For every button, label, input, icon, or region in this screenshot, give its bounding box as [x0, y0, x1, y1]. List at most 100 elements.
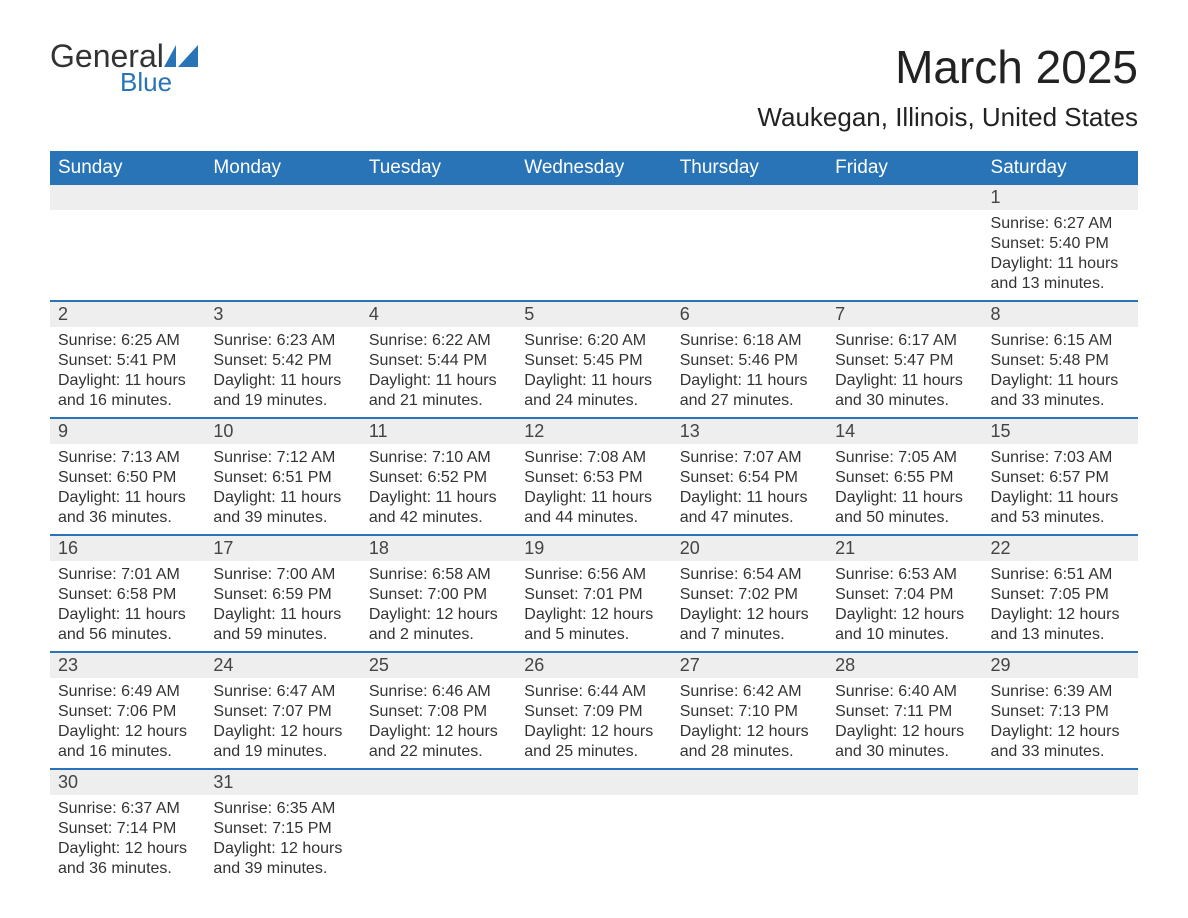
day-detail-line: Sunrise: 6:53 AM [835, 565, 974, 585]
day-number-cell: 6 [672, 301, 827, 327]
day-number-cell: 16 [50, 535, 205, 561]
day-header-row: Sunday Monday Tuesday Wednesday Thursday… [50, 151, 1138, 185]
day-detail-line: Sunset: 7:15 PM [213, 819, 352, 839]
day-header: Tuesday [361, 151, 516, 185]
day-detail-line: Sunrise: 6:54 AM [680, 565, 819, 585]
day-detail-cell: Sunrise: 7:10 AMSunset: 6:52 PMDaylight:… [361, 444, 516, 535]
day-number-cell [827, 185, 982, 210]
day-detail-line: Sunrise: 6:44 AM [524, 682, 663, 702]
week-detail-row: Sunrise: 7:13 AMSunset: 6:50 PM Daylight:… [50, 444, 1138, 535]
day-number-cell [672, 769, 827, 795]
day-detail-cell: Sunrise: 6:53 AMSunset: 7:04 PMDaylight:… [827, 561, 982, 652]
day-detail-line: Daylight: 11 hours [835, 488, 974, 508]
day-number-cell [361, 185, 516, 210]
day-detail-line: Sunrise: 6:46 AM [369, 682, 508, 702]
week-detail-row: Sunrise: 7:01 AMSunset: 6:58 PMDaylight:… [50, 561, 1138, 652]
day-detail-cell: Sunrise: 6:46 AMSunset: 7:08 PMDaylight:… [361, 678, 516, 769]
day-detail-line: Sunrise: 6:56 AM [524, 565, 663, 585]
day-detail-line: Daylight: 12 hours [369, 605, 508, 625]
day-detail-line: Sunrise: 6:47 AM [213, 682, 352, 702]
day-header: Thursday [672, 151, 827, 185]
week-daynum-row: 1 [50, 185, 1138, 210]
day-detail-line: Sunset: 5:42 PM [213, 351, 352, 371]
day-detail-line: and 16 minutes. [58, 391, 197, 411]
day-detail-line: Sunset: 5:40 PM [991, 234, 1130, 254]
day-detail-line: Sunrise: 6:25 AM [58, 331, 197, 351]
day-number-cell: 1 [983, 185, 1138, 210]
day-number-cell: 29 [983, 652, 1138, 678]
day-detail-line: Daylight: 11 hours [680, 371, 819, 391]
day-detail-cell: Sunrise: 6:47 AMSunset: 7:07 PMDaylight:… [205, 678, 360, 769]
day-number-cell: 3 [205, 301, 360, 327]
day-detail-line: Sunset: 5:41 PM [58, 351, 197, 371]
day-number-cell [205, 185, 360, 210]
day-detail-line: Sunset: 7:04 PM [835, 585, 974, 605]
day-detail-line: Sunrise: 7:00 AM [213, 565, 352, 585]
day-detail-line: and 56 minutes. [58, 625, 197, 645]
day-detail-line: Sunrise: 6:23 AM [213, 331, 352, 351]
day-detail-line: and 59 minutes. [213, 625, 352, 645]
day-detail-line: Sunrise: 6:15 AM [991, 331, 1130, 351]
day-detail-cell: Sunrise: 6:22 AMSunset: 5:44 PMDaylight:… [361, 327, 516, 418]
day-number-cell: 26 [516, 652, 671, 678]
day-detail-line: Daylight: 11 hours [213, 488, 352, 508]
day-detail-line: Sunrise: 6:35 AM [213, 799, 352, 819]
day-detail-line: Daylight: 11 hours [524, 488, 663, 508]
day-detail-line: Sunrise: 6:20 AM [524, 331, 663, 351]
day-detail-line: Sunset: 7:06 PM [58, 702, 197, 722]
page-header: General Blue March 2025 Waukegan, Illino… [50, 40, 1138, 133]
day-detail-line: and 53 minutes. [991, 508, 1130, 528]
day-detail-line: and 21 minutes. [369, 391, 508, 411]
calendar-table: Sunday Monday Tuesday Wednesday Thursday… [50, 151, 1138, 885]
day-detail-line: Sunset: 7:02 PM [680, 585, 819, 605]
day-detail-cell: Sunrise: 6:18 AMSunset: 5:46 PMDaylight:… [672, 327, 827, 418]
day-detail-line: Sunset: 6:50 PM [58, 468, 197, 488]
day-detail-line: Sunset: 6:57 PM [991, 468, 1130, 488]
day-detail-line: Daylight: 12 hours [213, 839, 352, 859]
day-detail-cell: Sunrise: 7:12 AMSunset: 6:51 PMDaylight:… [205, 444, 360, 535]
day-detail-line: Sunset: 7:08 PM [369, 702, 508, 722]
day-detail-line: and 33 minutes. [991, 391, 1130, 411]
day-detail-line: Sunset: 5:47 PM [835, 351, 974, 371]
day-detail-line: and 30 minutes. [835, 391, 974, 411]
day-detail-line: Daylight: 12 hours [369, 722, 508, 742]
day-detail-cell: Sunrise: 6:54 AMSunset: 7:02 PMDaylight:… [672, 561, 827, 652]
day-detail-line: Daylight: 12 hours [524, 722, 663, 742]
day-detail-line: Sunrise: 6:42 AM [680, 682, 819, 702]
day-detail-line: and 47 minutes. [680, 508, 819, 528]
day-detail-line: Daylight: 11 hours [213, 605, 352, 625]
day-detail-cell: Sunrise: 6:51 AMSunset: 7:05 PMDaylight:… [983, 561, 1138, 652]
day-detail-cell: Sunrise: 6:44 AMSunset: 7:09 PMDaylight:… [516, 678, 671, 769]
day-detail-line: Sunset: 7:09 PM [524, 702, 663, 722]
day-detail-line: and 16 minutes. [58, 742, 197, 762]
day-detail-line: Daylight: 12 hours [213, 722, 352, 742]
day-detail-cell: Sunrise: 6:56 AMSunset: 7:01 PMDaylight:… [516, 561, 671, 652]
day-detail-line: and 36 minutes. [58, 508, 197, 528]
day-detail-line: Sunset: 5:45 PM [524, 351, 663, 371]
day-detail-line: Sunset: 7:01 PM [524, 585, 663, 605]
day-detail-line: and 13 minutes. [991, 274, 1130, 294]
day-detail-line: Daylight: 11 hours [680, 488, 819, 508]
day-detail-line: and 28 minutes. [680, 742, 819, 762]
location-subtitle: Waukegan, Illinois, United States [757, 102, 1138, 133]
day-detail-line: Sunrise: 7:08 AM [524, 448, 663, 468]
day-number-cell: 14 [827, 418, 982, 444]
day-number-cell: 25 [361, 652, 516, 678]
day-detail-cell: Sunrise: 6:27 AMSunset: 5:40 PMDaylight:… [983, 210, 1138, 301]
day-number-cell: 28 [827, 652, 982, 678]
day-header: Friday [827, 151, 982, 185]
day-detail-cell [672, 210, 827, 301]
day-detail-line: and 44 minutes. [524, 508, 663, 528]
day-detail-line: and 42 minutes. [369, 508, 508, 528]
day-number-cell: 4 [361, 301, 516, 327]
day-header: Saturday [983, 151, 1138, 185]
day-detail-line: Sunset: 6:59 PM [213, 585, 352, 605]
day-number-cell [827, 769, 982, 795]
day-number-cell: 11 [361, 418, 516, 444]
day-detail-line: Sunrise: 7:13 AM [58, 448, 197, 468]
day-detail-cell: Sunrise: 6:25 AMSunset: 5:41 PMDaylight:… [50, 327, 205, 418]
day-detail-cell: Sunrise: 7:05 AMSunset: 6:55 PMDaylight:… [827, 444, 982, 535]
day-number-cell: 22 [983, 535, 1138, 561]
day-detail-line: Daylight: 12 hours [680, 605, 819, 625]
day-detail-line: Sunset: 5:44 PM [369, 351, 508, 371]
